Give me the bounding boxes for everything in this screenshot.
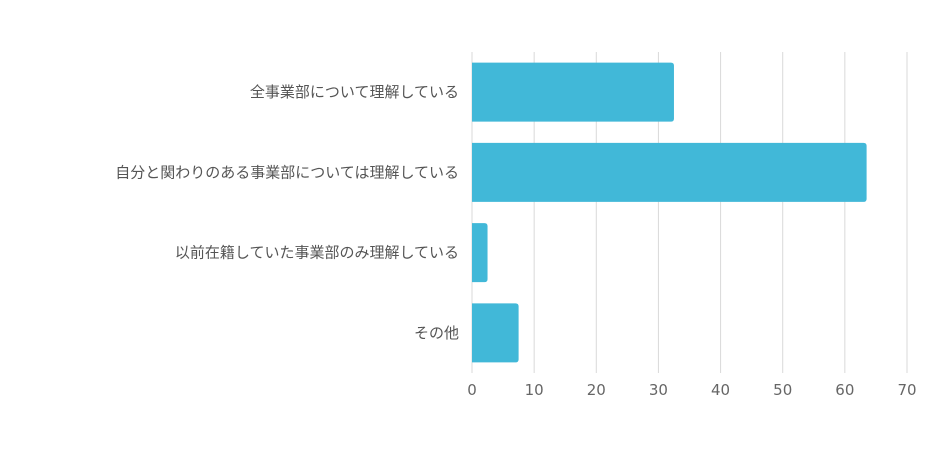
x-tick-label: 60 [835, 381, 854, 399]
x-axis-tick-labels: 0 10 20 30 40 50 60 70 [467, 381, 916, 399]
bar [472, 142, 867, 202]
x-tick-label: 0 [467, 381, 477, 399]
category-label: 自分と関わりのある事業部については理解している [115, 163, 459, 181]
bar [472, 303, 519, 363]
x-tick-label: 50 [773, 381, 792, 399]
category-label: その他 [414, 324, 459, 342]
bar [472, 62, 674, 122]
bars [472, 62, 867, 363]
x-tick-label: 30 [649, 381, 668, 399]
x-tick-label: 10 [525, 381, 544, 399]
bar [472, 223, 488, 283]
category-labels: 全事業部について理解している自分と関わりのある事業部については理解している以前在… [115, 83, 459, 342]
x-tick-label: 20 [587, 381, 606, 399]
x-tick-label: 70 [897, 381, 916, 399]
category-label: 全事業部について理解している [250, 83, 459, 101]
category-label: 以前在籍していた事業部のみ理解している [175, 244, 459, 262]
x-tick-label: 40 [711, 381, 730, 399]
